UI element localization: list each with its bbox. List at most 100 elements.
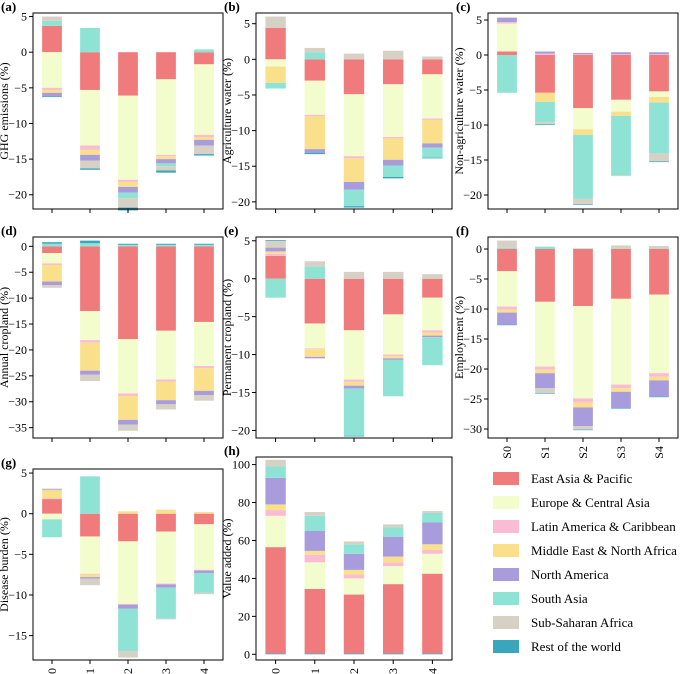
y-tick-label: −5 [237,310,250,324]
bar-ssa-S1 [80,160,100,169]
bar-eca-S3 [156,531,176,584]
bar-mena-S3 [156,381,176,401]
bar-sa-S3 [383,165,404,177]
y-tick-label: 40 [238,571,250,585]
bar-row-S2 [118,243,138,245]
y-tick-label: −5 [14,547,27,561]
bar-lac-S0 [497,306,517,310]
bar-eca-S3 [156,330,176,380]
bar-sa-S4 [422,337,443,366]
bar-ssa-S0 [42,16,62,21]
bar-na-S4 [194,390,214,396]
bar-row-S4 [194,243,214,245]
bar-mena-S4 [649,97,669,103]
bar-sa-S4 [422,147,443,158]
y-tick-label: −5 [14,81,27,95]
bar-sa-S0 [265,466,286,478]
bar-lac-S3 [383,137,404,139]
bar-mena-S3 [156,509,176,514]
bar-mena-S2 [343,381,365,386]
y-tick-label: −15 [231,159,250,173]
bar-sa-S1 [304,266,325,279]
bar-ssa-S4 [649,153,669,162]
bar-ssa-S3 [156,166,176,171]
panel-0: 5 0 −5 −10 −15 −20 (a) GHG emissions (%) [0,0,224,213]
bar-row-S0 [42,242,62,244]
bar-mena-S0 [265,251,286,254]
bar-eap-S2 [343,594,365,654]
bar-na-S2 [573,52,593,55]
x-tick-label: S0 [269,668,283,674]
bar-eap-S3 [383,59,404,85]
bar-ssa-S3 [611,245,631,249]
bar-eca-S4 [194,64,214,135]
bar-na-S4 [194,570,214,574]
bar-row-S2 [343,206,365,208]
bar-na-S1 [80,577,100,579]
y-tick-label: 5 [244,234,250,248]
bar-lac-S2 [343,156,365,159]
bar-eap-S1 [80,52,100,90]
y-tick-label: 0 [244,52,250,66]
y-tick-label: 0 [21,239,27,253]
bar-row-S1 [80,240,100,244]
x-tick-label: S2 [576,446,590,459]
bar-eca-S3 [383,314,404,355]
bar-ssa-S2 [118,651,138,658]
legend-swatch-eap [493,472,519,485]
bar-na-S3 [611,52,631,55]
bar-lac-S2 [573,54,593,55]
bar-lac-S3 [156,379,176,382]
bar-na-S3 [156,400,176,405]
y-tick-label: −20 [231,195,250,209]
bar-eap-S2 [118,246,138,340]
bar-mena-S2 [343,158,365,182]
y-tick-label: 0 [21,507,27,521]
y-tick-label: 5 [476,13,482,27]
bar-mena-S3 [383,356,404,359]
bar-ssa-S1 [535,122,555,125]
bar-lac-S0 [42,498,62,500]
bar-lac-S1 [535,53,555,55]
y-tick-label: −5 [237,88,250,102]
bar-ssa-S1 [80,374,100,382]
legend-swatch-row [493,640,519,653]
bar-ssa-S0 [42,488,62,490]
bar-eca-S4 [194,524,214,570]
bar-row-S3 [156,243,176,245]
bar-ssa-S2 [343,53,365,60]
legend-swatch-na [493,568,519,581]
bar-row-S2 [573,429,593,431]
bar-mena-S0 [265,66,286,83]
bar-sa-S0 [42,243,62,247]
bar-lac-S4 [422,549,443,554]
bar-mena-S2 [118,396,138,420]
bar-na-S2 [343,385,365,389]
bar-lac-S0 [42,263,62,265]
bar-ssa-S3 [383,50,404,60]
bar-mena-S3 [611,111,631,116]
bar-sa-S3 [383,527,404,537]
bar-row-S4 [422,653,443,655]
bar-eca-S3 [611,298,631,385]
bar-lac-S4 [194,365,214,369]
panel-label: (g) [1,455,16,470]
bar-eca-S2 [118,541,138,604]
bar-na-S3 [383,358,404,360]
bar-lac-S4 [194,134,214,138]
bar-eap-S0 [265,255,286,279]
bar-eca-S2 [573,306,593,399]
bar-sa-S3 [611,115,631,176]
bar-sa-S1 [80,476,100,514]
bar-mena-S3 [156,156,176,160]
bar-mena-S0 [265,504,286,511]
bar-sa-S1 [80,27,100,53]
panel-label: (b) [224,0,240,14]
bar-eap-S4 [649,55,669,92]
y-tick-label: −20 [8,343,27,357]
bar-ssa-S3 [611,175,631,177]
bar-mena-S1 [535,92,555,102]
panel-6: 5 0 −5 −10 −15 S0 S1 S2 S3 S4 (g) Disease burden (%… [0,455,224,674]
bar-na-S0 [497,312,517,325]
